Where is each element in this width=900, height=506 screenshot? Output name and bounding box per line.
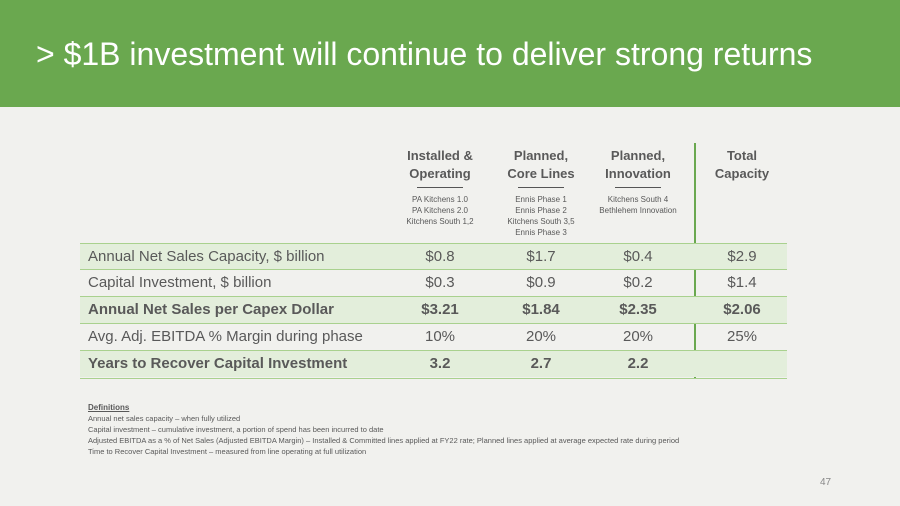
cell: 3.2 bbox=[429, 355, 451, 372]
cell: 20% bbox=[525, 328, 557, 345]
column-title: Planned, bbox=[513, 148, 569, 163]
column-item: Kitchens South 1,2 bbox=[406, 217, 474, 226]
row-border bbox=[80, 350, 787, 351]
cell: $2.06 bbox=[723, 301, 761, 318]
row-label: Annual Net Sales Capacity, $ billion bbox=[88, 248, 325, 265]
column-title: Installed & bbox=[407, 148, 473, 163]
definition-line: Time to Recover Capital Investment – mea… bbox=[88, 447, 367, 456]
cell: $0.8 bbox=[425, 248, 455, 265]
column-rule bbox=[417, 187, 463, 188]
cell: 10% bbox=[424, 328, 456, 345]
cell: $1.7 bbox=[526, 248, 556, 265]
row-border bbox=[80, 378, 787, 379]
cell: $0.3 bbox=[425, 274, 455, 291]
slide-title: > $1B investment will continue to delive… bbox=[36, 36, 813, 72]
cell: 2.2 bbox=[627, 355, 649, 372]
column-item: Ennis Phase 1 bbox=[515, 195, 567, 204]
column-title: Innovation bbox=[605, 166, 671, 181]
column-item: PA Kitchens 1.0 bbox=[412, 195, 468, 204]
column-item: PA Kitchens 2.0 bbox=[412, 206, 468, 215]
column-title: Planned, bbox=[610, 148, 666, 163]
cell: $1.84 bbox=[522, 301, 560, 318]
column-rule bbox=[518, 187, 564, 188]
column-item: Ennis Phase 3 bbox=[515, 228, 567, 237]
cell: $0.2 bbox=[623, 274, 653, 291]
column-title: Total bbox=[726, 148, 758, 163]
cell: 20% bbox=[622, 328, 654, 345]
column-item: Kitchens South 4 bbox=[607, 195, 669, 204]
cell: $2.35 bbox=[619, 301, 657, 318]
column-item: Bethlehem Innovation bbox=[599, 206, 677, 215]
cell: 25% bbox=[726, 328, 758, 345]
column-title: Operating bbox=[409, 166, 471, 181]
row-label: Annual Net Sales per Capex Dollar bbox=[88, 301, 334, 318]
definitions-heading: Definitions bbox=[88, 403, 130, 412]
definition-line: Annual net sales capacity – when fully u… bbox=[88, 414, 241, 423]
column-item: Kitchens South 3,5 bbox=[507, 217, 575, 226]
definition-line: Adjusted EBITDA as a % of Net Sales (Adj… bbox=[88, 436, 680, 445]
row-label: Capital Investment, $ billion bbox=[88, 274, 272, 291]
row-shade bbox=[80, 243, 787, 270]
row-label: Avg. Adj. EBITDA % Margin during phase bbox=[88, 328, 363, 345]
column-title: Capacity bbox=[714, 166, 770, 181]
row-border bbox=[80, 243, 787, 244]
cell: $1.4 bbox=[727, 274, 757, 291]
header-band bbox=[0, 0, 900, 107]
row-border bbox=[80, 269, 787, 270]
cell: $0.4 bbox=[623, 248, 653, 265]
cell: 2.7 bbox=[530, 355, 552, 372]
column-title: Core Lines bbox=[507, 166, 575, 181]
cell: $2.9 bbox=[727, 248, 757, 265]
row-shade bbox=[80, 296, 787, 323]
column-rule bbox=[615, 187, 661, 188]
page-number: 47 bbox=[820, 477, 832, 488]
definition-line: Capital investment – cumulative investme… bbox=[88, 425, 384, 434]
cell: $0.9 bbox=[526, 274, 556, 291]
column-item: Ennis Phase 2 bbox=[515, 206, 567, 215]
cell: $3.21 bbox=[421, 301, 459, 318]
row-label: Years to Recover Capital Investment bbox=[88, 355, 348, 372]
row-border bbox=[80, 323, 787, 324]
row-shade bbox=[80, 350, 787, 377]
row-border bbox=[80, 296, 787, 297]
